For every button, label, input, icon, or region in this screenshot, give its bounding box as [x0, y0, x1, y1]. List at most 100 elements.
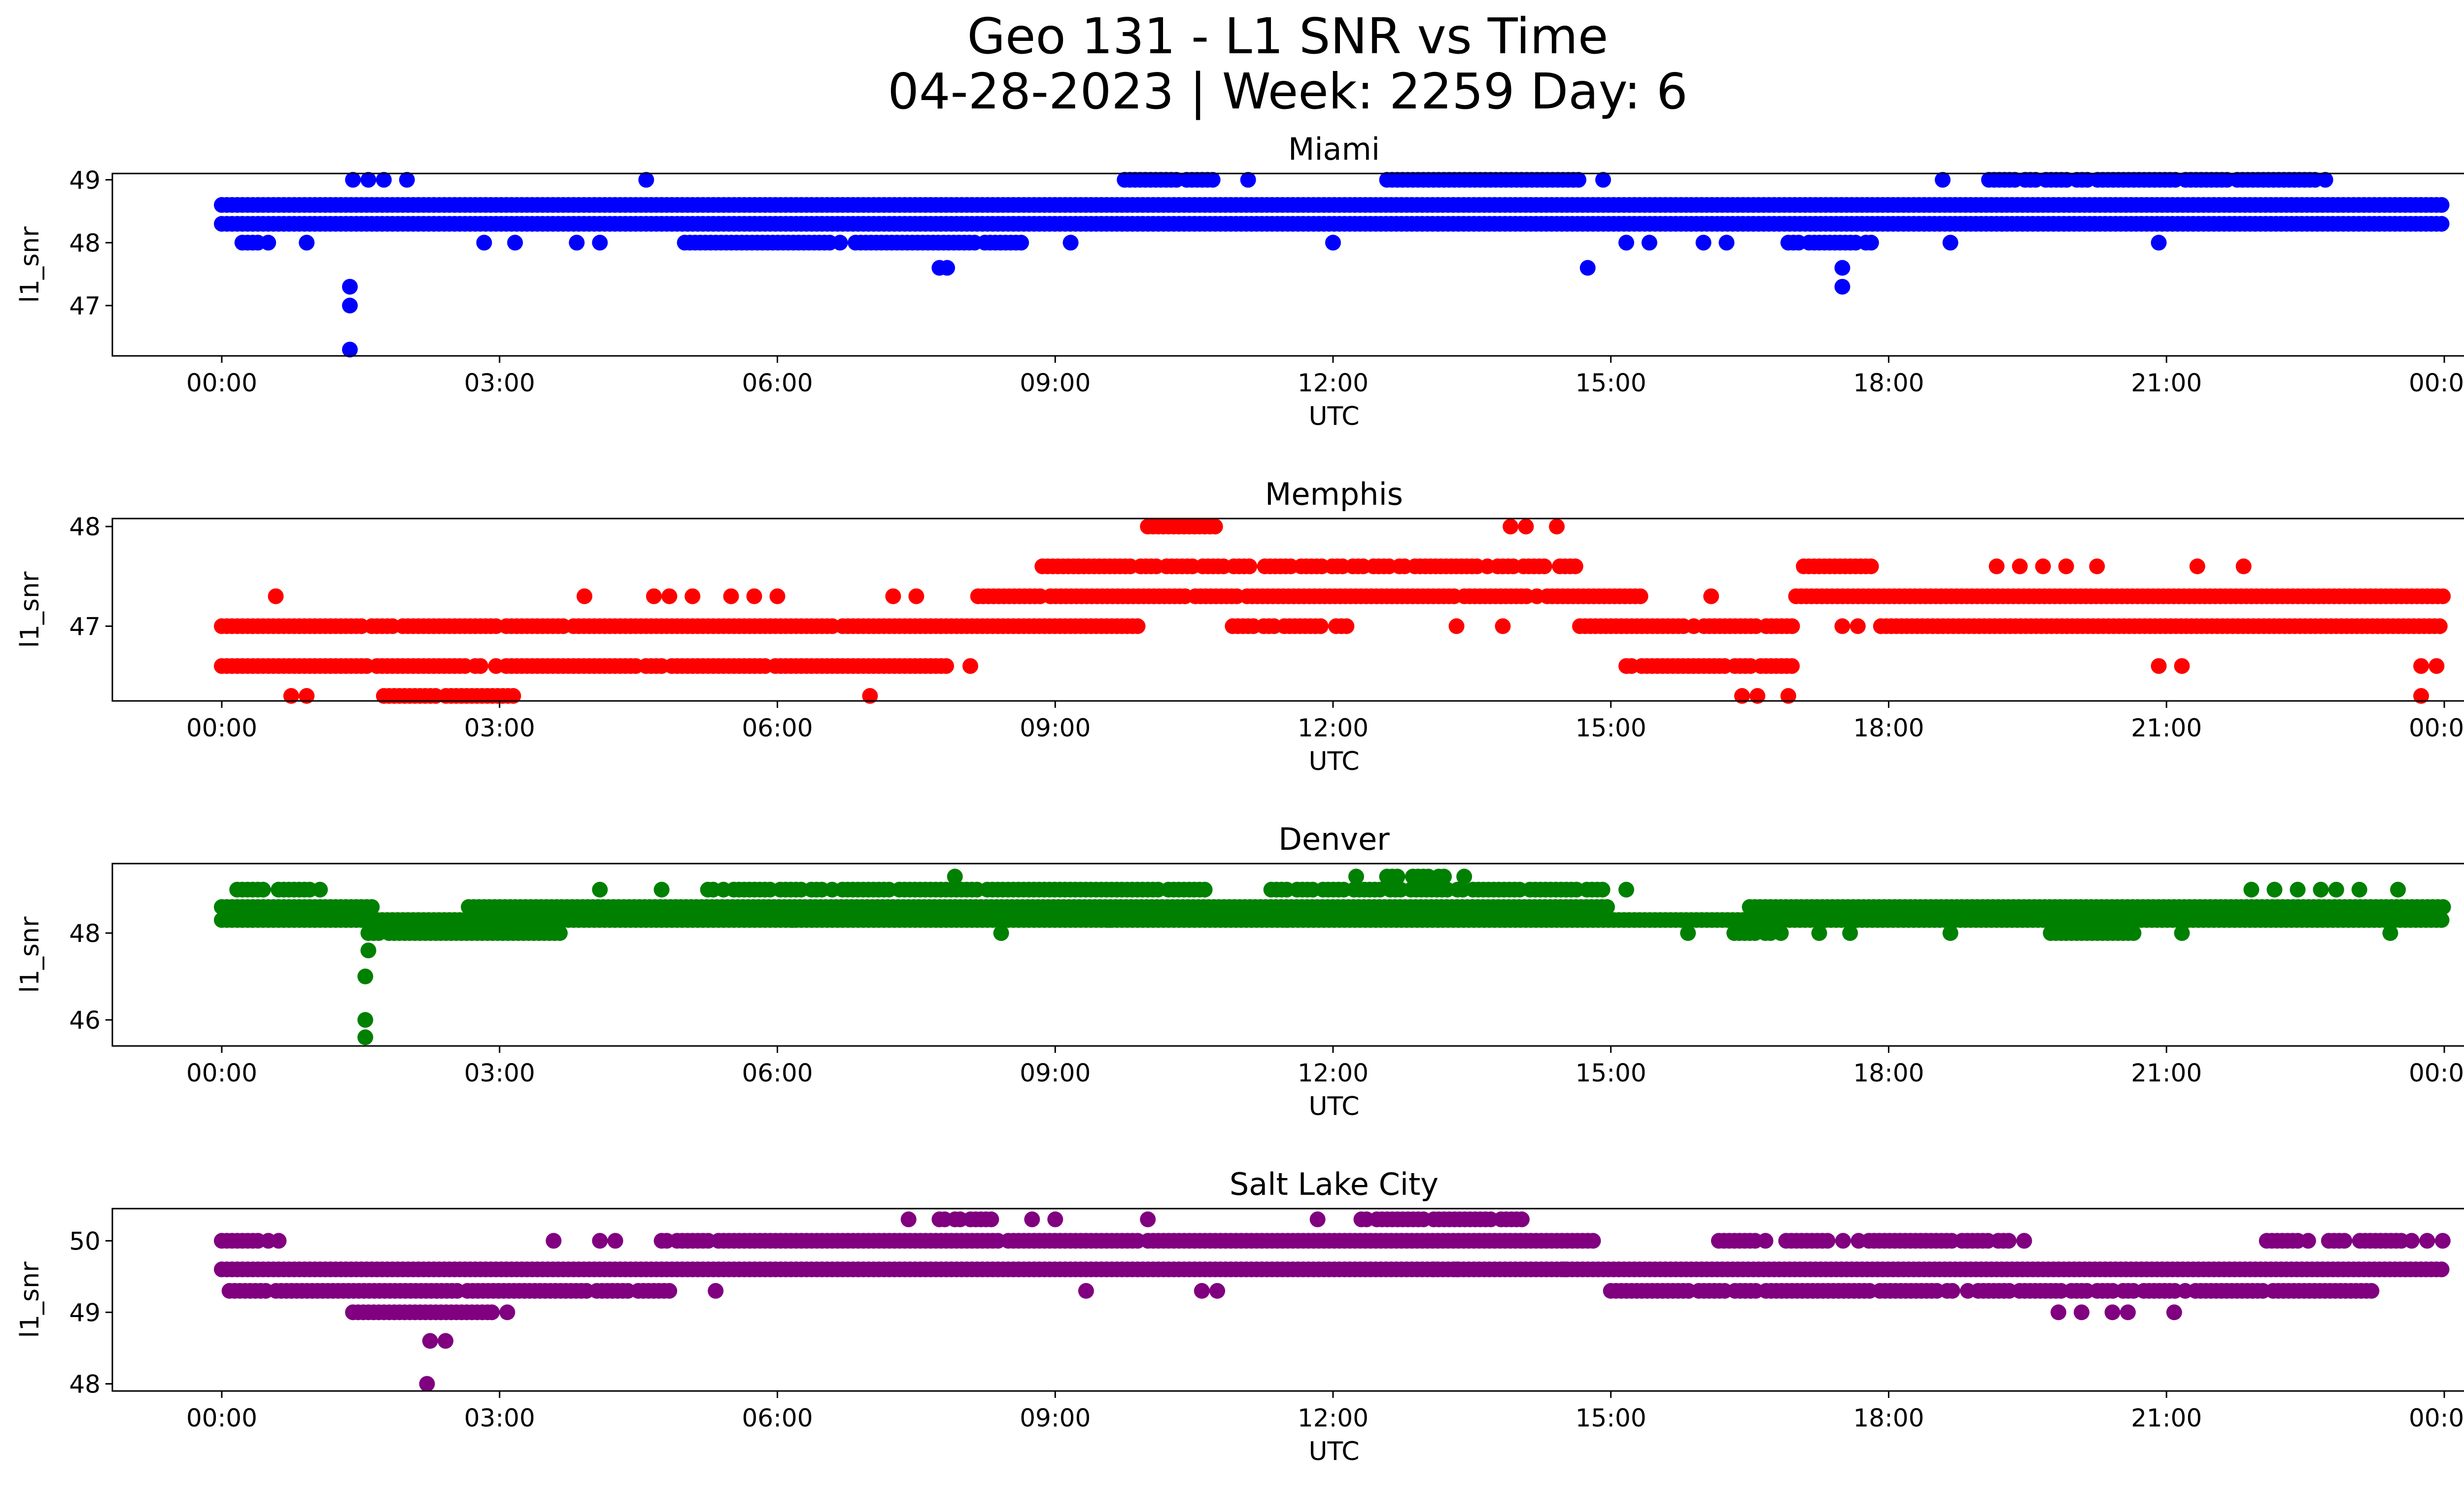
data-point [592, 235, 608, 251]
data-point [1780, 688, 1796, 704]
x-tick-label: 06:00 [742, 1059, 813, 1087]
data-point [1595, 172, 1611, 188]
x-tick-label: 09:00 [1020, 1059, 1091, 1087]
data-point [2382, 925, 2398, 941]
x-tick-label: 12:00 [1298, 714, 1369, 742]
data-point [2433, 216, 2450, 232]
x-tick-label: 09:00 [1020, 1404, 1091, 1432]
x-tick-label: 00:00 [2409, 1059, 2464, 1087]
data-point [638, 172, 654, 188]
data-point [499, 1304, 515, 1321]
data-point [684, 588, 701, 604]
data-point [832, 235, 848, 251]
x-tick-label: 00:00 [186, 369, 257, 397]
x-tick-label: 03:00 [464, 369, 535, 397]
data-point [2433, 197, 2450, 213]
data-point [1585, 1233, 1601, 1249]
data-point [1514, 1211, 1530, 1227]
data-point [1988, 558, 2005, 574]
x-axis-label: UTC [1308, 402, 1359, 431]
y-tick-label: 48 [69, 919, 101, 948]
data-point [1456, 869, 1472, 885]
data-point [552, 925, 568, 941]
x-tick-label: 03:00 [464, 714, 535, 742]
data-point [1718, 235, 1735, 251]
y-tick-label: 49 [69, 1298, 101, 1327]
data-point [473, 658, 488, 674]
data-point [360, 172, 376, 188]
data-point [1632, 588, 1648, 604]
data-point [2403, 1233, 2420, 1249]
figure-title-line2: 04-28-2023 | Week: 2259 Day: 6 [888, 63, 1688, 120]
x-tick-label: 00:00 [2409, 369, 2464, 397]
data-point [2012, 558, 2028, 574]
y-tick-label: 47 [69, 292, 101, 320]
data-point [607, 1233, 623, 1249]
data-point [1944, 1283, 1960, 1299]
data-point [2058, 558, 2074, 574]
data-point [2434, 1233, 2451, 1249]
data-point [1594, 881, 1610, 898]
data-point [260, 235, 276, 251]
data-point [2035, 558, 2051, 574]
data-point [1197, 881, 1213, 898]
data-point [342, 297, 358, 313]
data-point [2433, 1261, 2450, 1278]
data-point [299, 235, 315, 251]
data-point [2243, 881, 2259, 898]
data-point [1204, 172, 1221, 188]
data-point [299, 688, 315, 704]
data-point [1503, 519, 1519, 535]
x-tick-label: 21:00 [2131, 714, 2202, 742]
data-point [1835, 1233, 1851, 1249]
data-point [342, 278, 358, 295]
x-tick-label: 03:00 [464, 1404, 535, 1432]
data-point [1047, 1211, 1063, 1227]
data-point [1571, 172, 1587, 188]
subplot-salt-lake-city: Salt Lake City 00:00 03:00 06:00 09:00 12:00 1… [15, 1166, 2464, 1466]
data-point [2174, 658, 2190, 674]
x-tick-label: 00:00 [2409, 1404, 2464, 1432]
data-point [283, 688, 299, 704]
data-point [505, 688, 521, 704]
data-point [1518, 519, 1534, 535]
data-point [2089, 558, 2105, 574]
data-point [268, 588, 284, 604]
data-point [2336, 1233, 2353, 1249]
x-tick-label: 18:00 [1853, 1404, 1924, 1432]
data-point [484, 1304, 500, 1321]
data-point [255, 881, 271, 898]
data-point [1734, 688, 1750, 704]
data-point [708, 1283, 724, 1299]
data-point [2151, 235, 2167, 251]
y-tick-label: 50 [69, 1227, 101, 1255]
data-point [1425, 1261, 1441, 1278]
y-axis-label: l1_snr [15, 916, 45, 993]
data-point [2317, 172, 2333, 188]
x-tick-label: 21:00 [2131, 1059, 2202, 1087]
y-tick-label: 49 [69, 166, 101, 195]
data-point [1436, 869, 1452, 885]
data-point [2313, 881, 2329, 898]
data-point [1819, 1233, 1836, 1249]
x-tick-label: 18:00 [1853, 1059, 1924, 1087]
data-point [419, 1376, 435, 1392]
data-point [1536, 558, 1552, 574]
y-axis-label: l1_snr [15, 571, 45, 648]
data-point [422, 1333, 438, 1349]
data-point [2235, 558, 2252, 574]
subplot-title: Miami [1288, 131, 1380, 167]
data-point [653, 881, 670, 898]
x-tick-label: 21:00 [2131, 1404, 2202, 1432]
data-point [2435, 899, 2451, 915]
data-point [908, 588, 924, 604]
data-point [569, 235, 585, 251]
data-point [1140, 1211, 1156, 1227]
x-tick-label: 00:00 [186, 1059, 257, 1087]
data-point [900, 1211, 917, 1227]
data-point [1703, 588, 1719, 604]
x-tick-label: 15:00 [1575, 1059, 1646, 1087]
data-point [1312, 618, 1329, 634]
data-point [1849, 618, 1866, 634]
